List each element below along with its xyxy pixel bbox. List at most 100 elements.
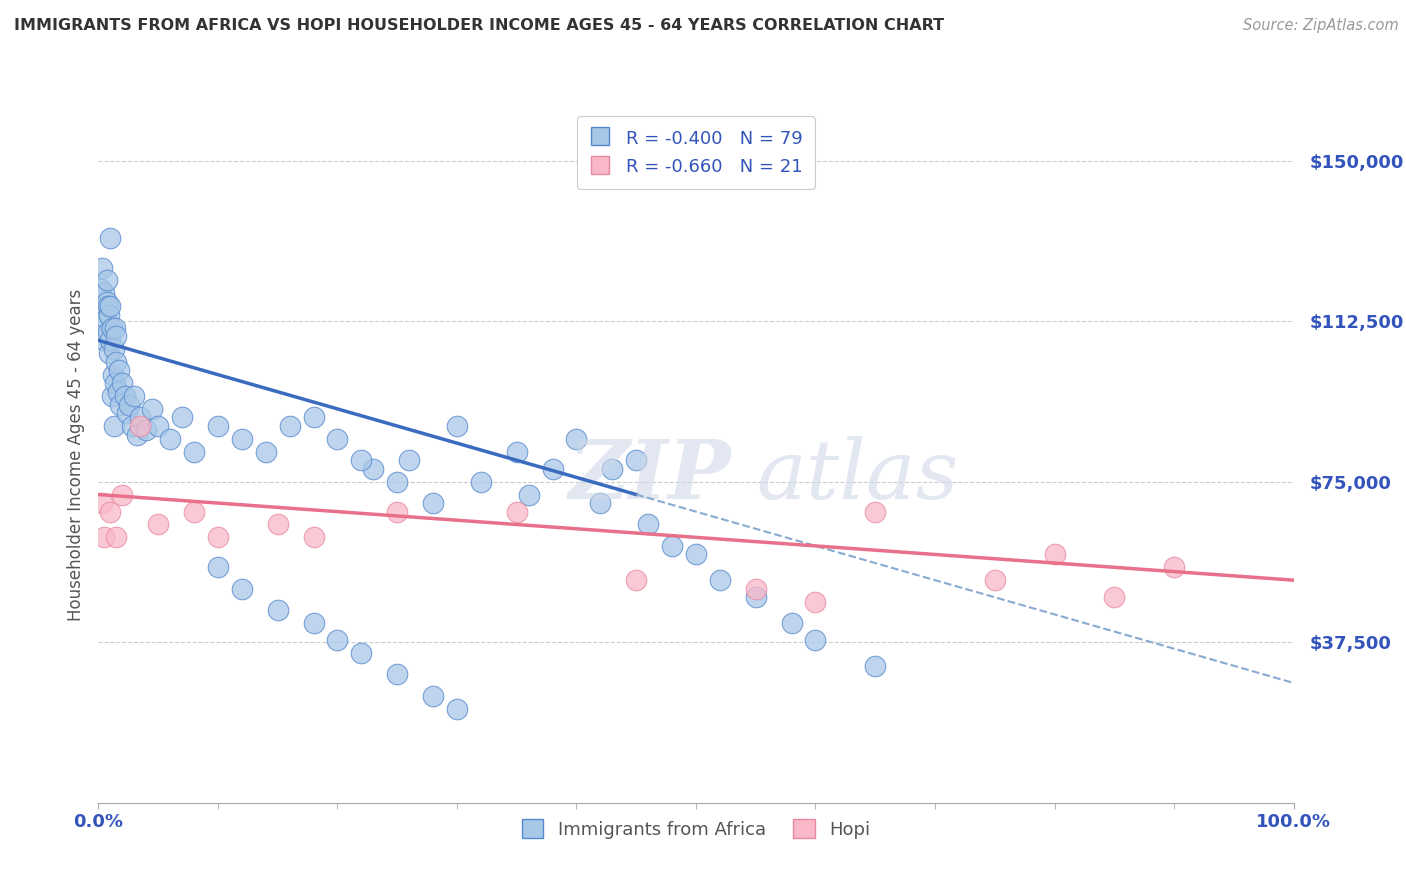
Point xyxy=(709,573,731,587)
Point xyxy=(148,517,170,532)
Point xyxy=(385,475,409,489)
Point xyxy=(326,432,349,446)
Point xyxy=(93,530,115,544)
Point xyxy=(91,316,114,330)
Point xyxy=(93,286,115,301)
Point xyxy=(231,432,253,446)
Point xyxy=(118,398,141,412)
Point xyxy=(114,389,136,403)
Point xyxy=(96,273,118,287)
Point xyxy=(98,299,122,313)
Point xyxy=(661,539,683,553)
Point xyxy=(506,505,529,519)
Text: ZIP: ZIP xyxy=(569,436,733,516)
Point xyxy=(637,517,659,532)
Point xyxy=(125,427,148,442)
Point xyxy=(350,453,373,467)
Point xyxy=(91,260,114,275)
Point xyxy=(105,355,128,369)
Point xyxy=(745,591,768,605)
Point xyxy=(98,346,121,360)
Point xyxy=(984,573,1007,587)
Legend: Immigrants from Africa, Hopi: Immigrants from Africa, Hopi xyxy=(515,812,877,846)
Point xyxy=(1043,548,1066,562)
Point xyxy=(97,299,120,313)
Point xyxy=(626,453,648,467)
Point xyxy=(93,334,115,348)
Text: Source: ZipAtlas.com: Source: ZipAtlas.com xyxy=(1243,18,1399,33)
Point xyxy=(302,530,325,544)
Point xyxy=(183,505,205,519)
Point xyxy=(103,342,125,356)
Point xyxy=(172,410,194,425)
Point xyxy=(97,325,120,339)
Point xyxy=(1163,560,1185,574)
Point xyxy=(267,517,290,532)
Point xyxy=(1104,591,1126,605)
Point xyxy=(685,548,707,562)
Point xyxy=(865,505,887,519)
Point xyxy=(446,419,468,434)
Point xyxy=(363,462,385,476)
Point xyxy=(745,582,768,596)
Point xyxy=(107,363,129,377)
Point xyxy=(94,312,117,326)
Point xyxy=(470,475,492,489)
Point xyxy=(302,615,325,630)
Point xyxy=(446,701,468,715)
Point xyxy=(98,308,121,322)
Point xyxy=(111,376,134,391)
Point xyxy=(541,462,564,476)
Point xyxy=(422,689,444,703)
Point xyxy=(350,646,373,660)
Text: atlas: atlas xyxy=(756,436,957,516)
Point xyxy=(267,603,290,617)
Point xyxy=(121,419,143,434)
Point xyxy=(91,496,114,510)
Point xyxy=(602,462,624,476)
Point xyxy=(115,406,138,420)
Point xyxy=(865,658,887,673)
Point xyxy=(100,389,122,403)
Point xyxy=(101,368,124,382)
Point xyxy=(254,444,277,458)
Point xyxy=(141,401,163,416)
Point xyxy=(103,419,125,434)
Point xyxy=(626,573,648,587)
Point xyxy=(231,582,253,596)
Point xyxy=(385,505,409,519)
Point xyxy=(129,419,152,434)
Point xyxy=(107,384,129,399)
Point xyxy=(326,633,349,648)
Point xyxy=(100,320,122,334)
Point xyxy=(159,432,181,446)
Point xyxy=(302,410,325,425)
Text: IMMIGRANTS FROM AFRICA VS HOPI HOUSEHOLDER INCOME AGES 45 - 64 YEARS CORRELATION: IMMIGRANTS FROM AFRICA VS HOPI HOUSEHOLD… xyxy=(14,18,945,33)
Point xyxy=(278,419,301,434)
Point xyxy=(91,303,114,318)
Point xyxy=(207,419,229,434)
Point xyxy=(105,329,128,343)
Point xyxy=(398,453,420,467)
Point xyxy=(96,294,118,309)
Point xyxy=(111,487,134,501)
Point xyxy=(780,615,803,630)
Point xyxy=(148,419,170,434)
Point xyxy=(105,530,128,544)
Point xyxy=(589,496,612,510)
Point xyxy=(98,334,122,348)
Point xyxy=(183,444,205,458)
Point xyxy=(90,282,112,296)
Point xyxy=(135,423,157,437)
Point xyxy=(506,444,529,458)
Point xyxy=(207,560,229,574)
Y-axis label: Householder Income Ages 45 - 64 years: Householder Income Ages 45 - 64 years xyxy=(66,289,84,621)
Point xyxy=(804,594,827,608)
Point xyxy=(422,496,444,510)
Point xyxy=(565,432,588,446)
Point xyxy=(98,230,122,244)
Point xyxy=(207,530,229,544)
Point xyxy=(104,376,127,391)
Point xyxy=(98,505,122,519)
Point xyxy=(129,410,152,425)
